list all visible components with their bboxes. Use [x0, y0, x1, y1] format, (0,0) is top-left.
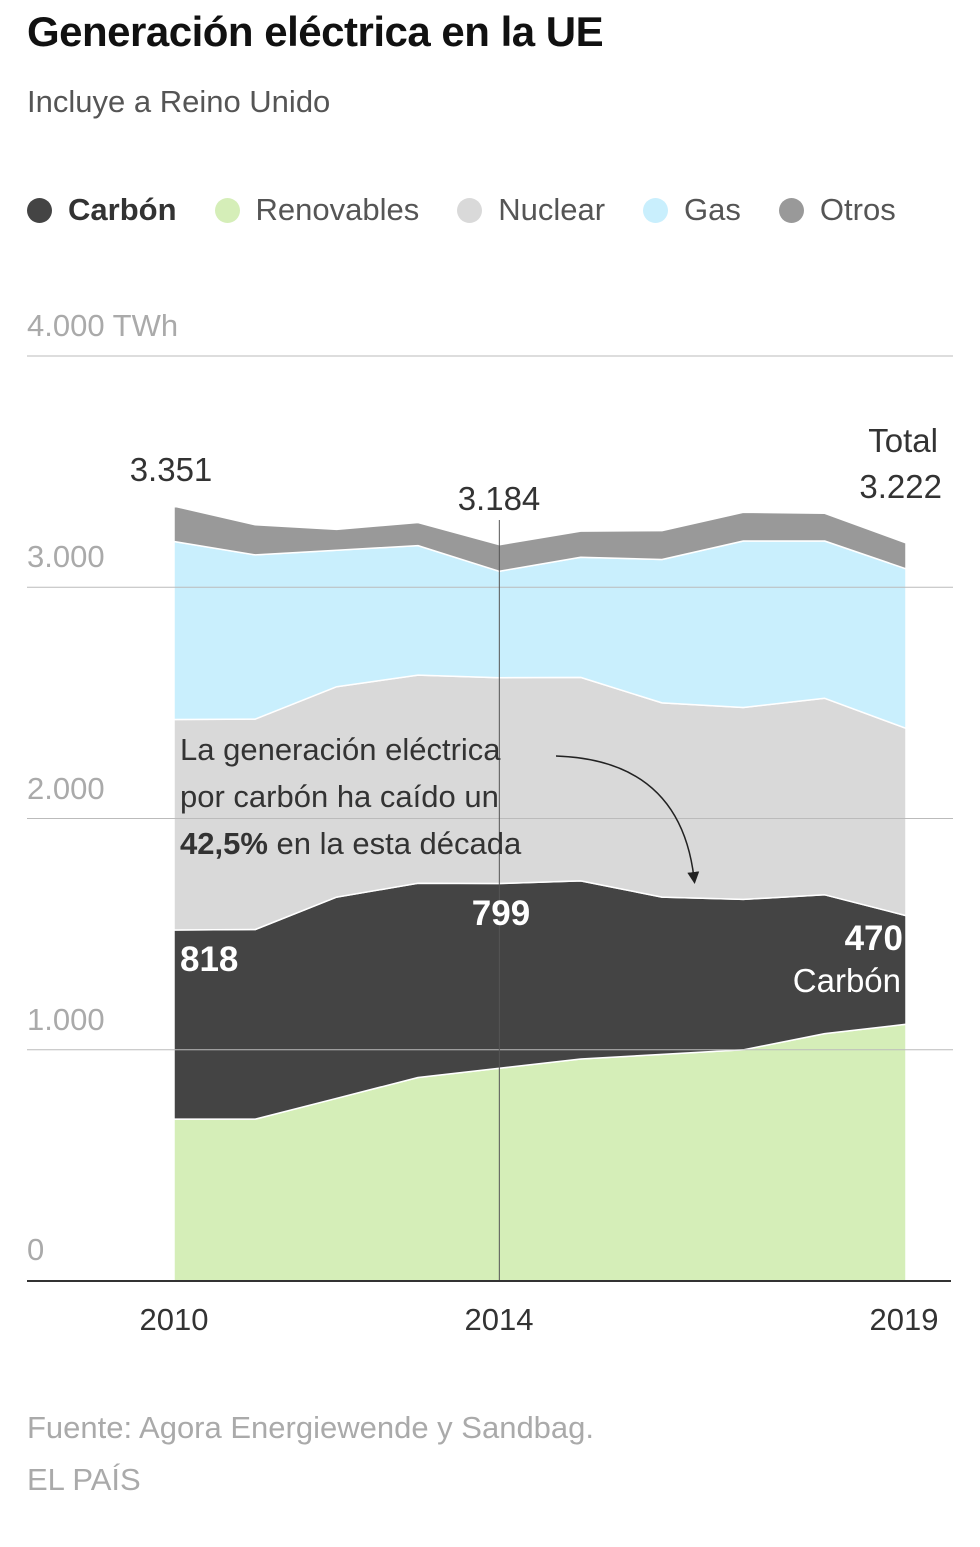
- legend-item-otros: Otros: [778, 192, 896, 228]
- coal-label-2019: 470: [845, 919, 903, 958]
- legend-swatch-otros: [778, 197, 804, 223]
- legend-label-nuclear: Nuclear: [498, 192, 606, 227]
- chart-subtitle: Incluye a Reino Unido: [27, 84, 331, 119]
- legend-item-nuclear: Nuclear: [457, 192, 605, 228]
- total-caption-2019: Total: [868, 422, 938, 459]
- coal-caption-2019: Carbón: [793, 962, 901, 999]
- gridlines: [27, 355, 953, 1282]
- legend-item-carbon: Carbón: [27, 192, 177, 228]
- y-tick-label-0: 0: [27, 1232, 44, 1267]
- coal-label-2010: 818: [180, 940, 238, 979]
- legend-label-gas: Gas: [684, 192, 741, 227]
- y-tick-label-1000: 1.000: [27, 1002, 105, 1037]
- area-otros: [173, 505, 907, 573]
- legend-label-renovables: Renovables: [255, 192, 420, 227]
- note-arrow: [555, 755, 700, 884]
- legend-label-otros: Otros: [819, 192, 896, 227]
- legend-swatch-gas: [643, 197, 669, 223]
- legend-item-renovables: Renovables: [214, 192, 420, 228]
- note-line-2: por carbón ha caído un: [180, 779, 499, 814]
- x-tick-label-2014: 2014: [465, 1302, 534, 1337]
- legend-item-gas: Gas: [643, 192, 741, 228]
- stacked-area-chart: 0 1.000 2.000 3.000 4.000 TWh 2010 2014 …: [27, 308, 953, 1337]
- note-line-3: 42,5% en la esta década: [180, 826, 522, 861]
- source-note: Fuente: Agora Energiewende y Sandbag.: [27, 1410, 595, 1445]
- legend-swatch-carbon: [27, 197, 52, 223]
- x-tick-label-2019: 2019: [870, 1302, 939, 1337]
- legend-swatch-renovables: [214, 197, 240, 223]
- total-label-2014: 3.184: [458, 480, 541, 517]
- y-tick-label-2000: 2.000: [27, 771, 105, 806]
- x-axis-labels: 2010 2014 2019: [140, 1302, 939, 1337]
- annotations: 3.351 3.184 Total 3.222 818 799 470 Carb…: [130, 422, 942, 999]
- x-tick-label-2010: 2010: [140, 1302, 209, 1337]
- area-series: [173, 505, 907, 1282]
- legend-swatch-nuclear: [457, 197, 483, 223]
- coal-label-2014: 799: [472, 894, 530, 933]
- footer: Fuente: Agora Energiewende y Sandbag. EL…: [27, 1402, 594, 1506]
- note-line-1: La generación eléctrica: [180, 732, 501, 767]
- y-tick-label-4000: 4.000 TWh: [27, 308, 178, 343]
- legend-label-carbon: Carbón: [68, 192, 177, 227]
- y-tick-label-3000: 3.000: [27, 539, 105, 574]
- note-percentage: 42,5%: [180, 826, 268, 861]
- chart-title: Generación eléctrica en la UE: [27, 8, 604, 55]
- brand-name: EL PAÍS: [27, 1462, 141, 1497]
- total-label-2019: 3.222: [859, 468, 942, 505]
- legend: Carbón Renovables Nuclear Gas Otros: [27, 192, 896, 228]
- total-label-2010: 3.351: [130, 451, 213, 488]
- note-line-3-rest: en la esta década: [268, 826, 522, 861]
- y-axis-labels: 0 1.000 2.000 3.000 4.000 TWh: [27, 308, 178, 1267]
